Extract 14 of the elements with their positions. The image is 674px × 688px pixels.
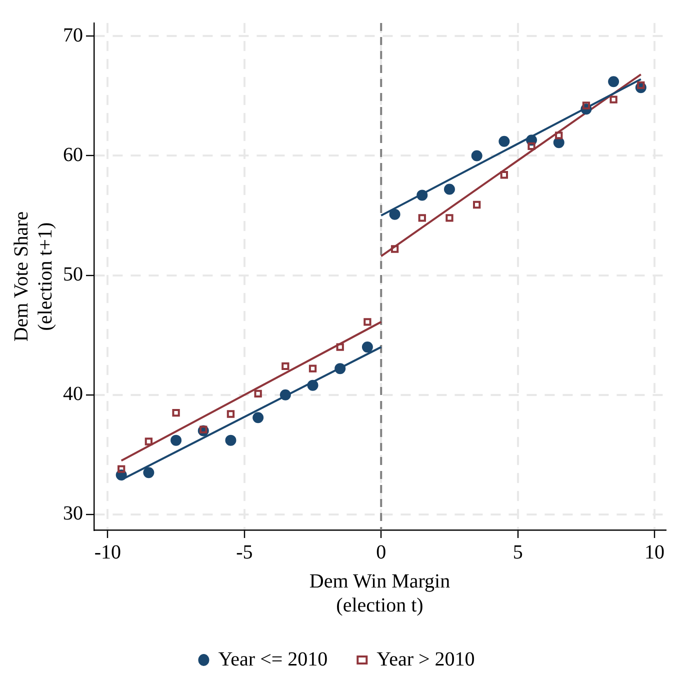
y-tick-label: 60	[63, 144, 83, 166]
x-tick-label: -10	[94, 541, 122, 564]
y-axis-title: Dem Vote Share (election t+1)	[10, 211, 56, 342]
legend-label: Year > 2010	[376, 648, 475, 670]
legend-label: Year <= 2010	[218, 648, 328, 670]
y-tick-label: 50	[63, 264, 83, 286]
y-tick-label: 40	[63, 383, 83, 406]
x-tick-label: -5	[236, 541, 253, 564]
y-tick-label: 70	[63, 24, 83, 46]
x-tick-label: 5	[512, 541, 523, 564]
x-axis-title: Dem Win Margin (election t)	[309, 570, 450, 616]
x-tick-label: 10	[644, 541, 665, 564]
x-tick-label: 0	[376, 541, 386, 564]
y-tick-label: 30	[63, 502, 83, 525]
